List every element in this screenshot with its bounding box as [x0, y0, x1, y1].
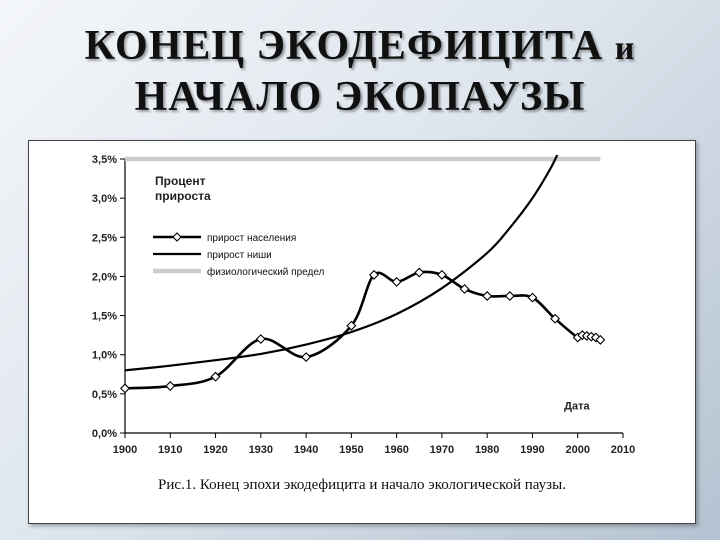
y-tick-label: 3,5% — [92, 154, 117, 166]
data-point-marker — [210, 371, 221, 382]
data-point-marker — [550, 313, 561, 324]
legend-label: прирост населения — [207, 233, 296, 244]
slide-title: КОНЕЦ ЭКОДЕФИЦИТА и НАЧАЛО ЭКОПАУЗЫ — [0, 22, 720, 121]
data-point-marker — [595, 334, 606, 345]
data-point-marker — [255, 334, 266, 345]
data-point-marker — [369, 269, 379, 280]
data-point-marker — [301, 352, 312, 363]
title-conjunction: и — [614, 30, 636, 67]
y-tick-label: 0,5% — [92, 389, 117, 401]
data-point-marker — [414, 267, 425, 278]
x-tick-label: 1990 — [520, 444, 544, 456]
data-point-marker — [391, 276, 402, 287]
legend-label: физиологический предел — [207, 266, 325, 278]
figure-caption: Рис.1. Конец эпохи экодефицита и начало … — [158, 477, 566, 493]
x-tick-label: 1980 — [475, 444, 499, 456]
x-tick-label: 1940 — [294, 444, 318, 456]
x-tick-label: 1930 — [249, 444, 273, 456]
x-tick-label: 1960 — [384, 444, 408, 456]
data-point-marker — [590, 332, 601, 343]
x-tick-label: 1950 — [339, 444, 363, 456]
x-tick-label: 2000 — [565, 444, 589, 456]
y-tick-label: 0,0% — [92, 428, 117, 440]
data-point-marker — [527, 292, 538, 303]
x-tick-label: 1920 — [203, 444, 227, 456]
series-line — [125, 155, 559, 372]
y-axis-label: Процент — [155, 174, 206, 188]
x-tick-label: 2010 — [611, 444, 635, 456]
figure-frame: 0,0% 0,5% 1,0% 1,5% 2,0% 2,5% 3,0% 3,5% 1900 1910… — [28, 140, 696, 524]
title-line-1: КОНЕЦ ЭКОДЕФИЦИТА и — [0, 22, 720, 73]
chart: 0,0% 0,5% 1,0% 1,5% 2,0% 2,5% 3,0% 3,5% 1900 1910… — [92, 154, 635, 456]
data-point-marker — [504, 291, 515, 301]
series-line — [125, 270, 601, 390]
data-point-marker — [120, 383, 130, 394]
x-axis-label: Дата — [564, 401, 590, 413]
x-tick-label: 1970 — [430, 444, 454, 456]
legend-marker — [172, 232, 182, 242]
y-axis-label: прироста — [155, 189, 211, 203]
data-point-marker — [482, 291, 493, 301]
title-line-2: НАЧАЛО ЭКОПАУЗЫ — [134, 74, 586, 120]
x-tick-label: 1900 — [113, 444, 137, 456]
x-tick-label: 1910 — [158, 444, 182, 456]
data-point-marker — [459, 283, 470, 294]
data-point-marker — [436, 269, 447, 280]
y-tick-label: 2,0% — [92, 271, 117, 283]
title-line-1-text: КОНЕЦ ЭКОДЕФИЦИТА — [84, 23, 604, 69]
y-tick-label: 1,0% — [92, 350, 117, 362]
y-tick-label: 2,5% — [92, 232, 117, 244]
data-point-marker — [165, 381, 176, 392]
y-tick-label: 1,5% — [92, 311, 117, 323]
data-point-marker — [346, 320, 357, 331]
y-tick-label: 3,0% — [92, 193, 117, 205]
legend-label: прирост ниши — [207, 250, 272, 261]
